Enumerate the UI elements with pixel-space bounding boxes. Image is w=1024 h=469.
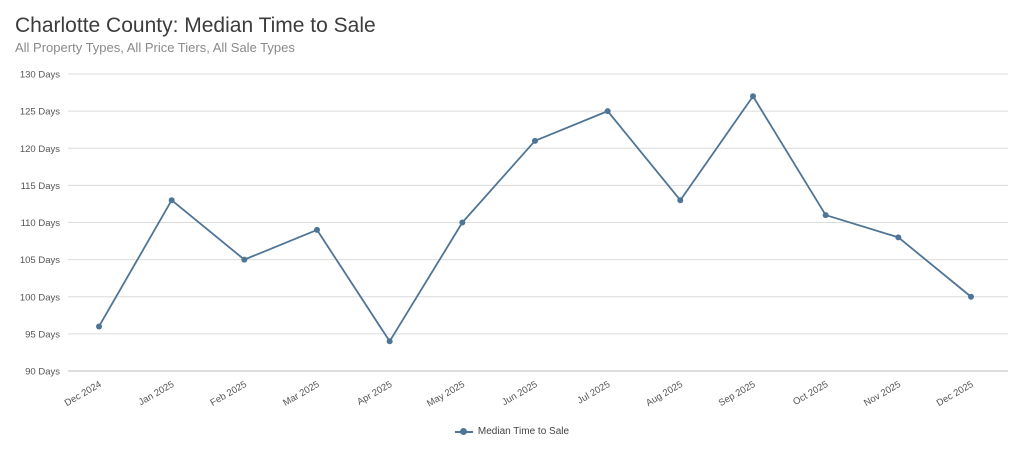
data-point: [604, 108, 611, 115]
data-point: [168, 197, 175, 204]
x-tick-label: Feb 2025: [209, 379, 249, 409]
x-tick-label: Apr 2025: [355, 379, 394, 408]
legend-line-marker-icon: [454, 427, 473, 437]
chart-title: Charlotte County: Median Time to Sale: [15, 14, 376, 37]
y-tick-label: 90 Days: [25, 367, 60, 378]
y-tick-label: 130 Days: [20, 70, 60, 81]
x-tick-label: Sep 2025: [717, 379, 758, 409]
x-tick-label: Mar 2025: [281, 379, 321, 409]
y-tick-label: 110 Days: [21, 218, 61, 229]
chart-subtitle: All Property Types, All Price Tiers, All…: [15, 40, 295, 55]
data-point: [386, 338, 393, 345]
data-point: [968, 293, 974, 300]
data-point: [96, 323, 102, 330]
data-point: [677, 197, 684, 204]
y-tick-label: 100 Days: [20, 292, 60, 303]
data-point: [459, 219, 466, 226]
x-tick-label: Jan 2025: [137, 379, 176, 408]
x-tick-label: Nov 2025: [862, 379, 903, 409]
x-tick-label: Dec 2025: [935, 379, 976, 409]
series-line: [98, 95, 972, 343]
x-tick-label: Dec 2024: [63, 379, 104, 409]
y-tick-label: 115 Days: [21, 181, 61, 192]
data-point: [750, 93, 756, 100]
legend: Median Time to Sale: [0, 426, 1024, 437]
legend-label: Median Time to Sale: [477, 426, 570, 437]
y-tick-label: 95 Days: [25, 329, 60, 340]
data-point: [895, 234, 902, 241]
x-tick-label: Jul 2025: [576, 379, 613, 406]
x-tick-label: May 2025: [425, 379, 467, 409]
x-tick-label: Aug 2025: [644, 379, 685, 409]
x-tick-label: Jun 2025: [500, 379, 539, 408]
y-tick-label: 120 Days: [20, 144, 60, 155]
x-tick-label: Oct 2025: [791, 379, 830, 408]
data-point: [822, 212, 829, 219]
data-point: [314, 226, 320, 233]
data-point: [241, 256, 248, 263]
y-tick-label: 125 Days: [20, 107, 60, 118]
data-point: [532, 137, 538, 144]
y-tick-label: 105 Days: [20, 255, 60, 266]
